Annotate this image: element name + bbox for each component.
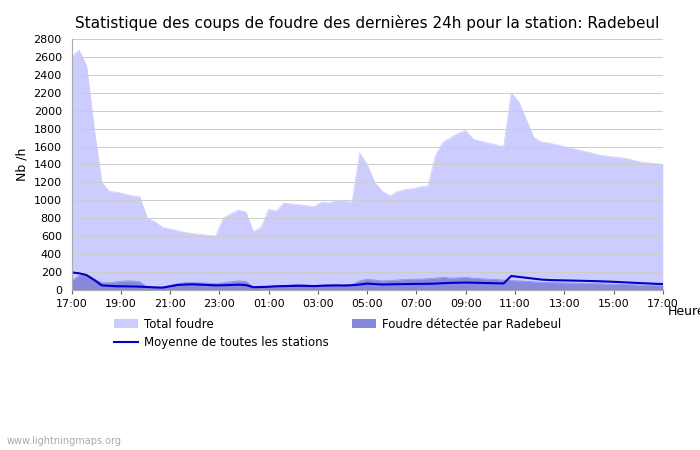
- X-axis label: Heure: Heure: [668, 305, 700, 318]
- Text: www.lightningmaps.org: www.lightningmaps.org: [7, 436, 122, 446]
- Legend: Total foudre, Moyenne de toutes les stations, Foudre détectée par Radebeul: Total foudre, Moyenne de toutes les stat…: [110, 313, 566, 354]
- Title: Statistique des coups de foudre des dernières 24h pour la station: Radebeul: Statistique des coups de foudre des dern…: [75, 15, 659, 31]
- Y-axis label: Nb /h: Nb /h: [15, 148, 28, 181]
